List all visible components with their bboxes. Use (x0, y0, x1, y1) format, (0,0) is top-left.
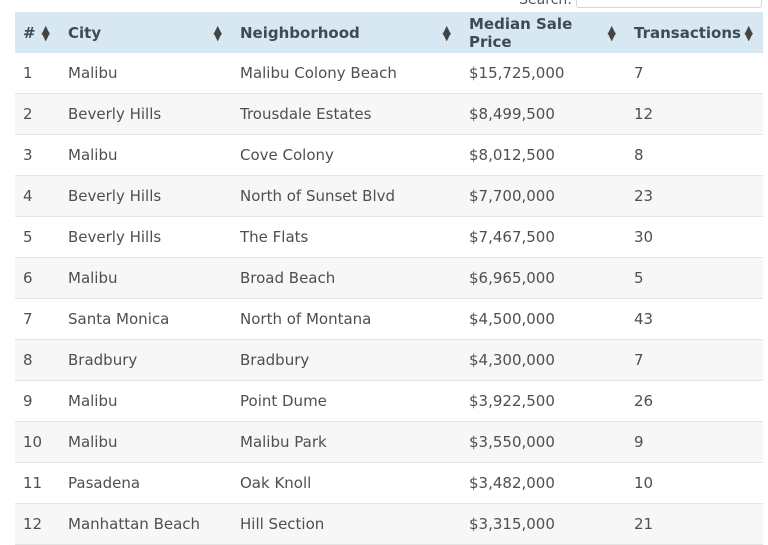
sort-icon[interactable]: ▲ ▼ (41, 22, 50, 43)
table-row: 12 Manhattan Beach Hill Section $3,315,000 2… (15, 503, 763, 545)
header-number[interactable]: # ▲ ▼ (15, 12, 60, 53)
city-cell: Malibu (68, 146, 118, 164)
transactions-cell: 26 (634, 392, 654, 410)
rank-cell: 4 (23, 187, 33, 205)
price-cell: $4,500,000 (469, 310, 555, 328)
price-cell: $3,550,000 (469, 433, 555, 451)
city-cell: Pasadena (68, 474, 141, 492)
table-row: 5 Beverly Hills The Flats $7,467,500 30 (15, 216, 763, 258)
table-row: 3 Malibu Cove Colony $8,012,500 8 (15, 134, 763, 176)
rank-cell: 9 (23, 392, 33, 410)
transactions-cell: 12 (634, 105, 654, 123)
rank-cell: 1 (23, 64, 33, 82)
neighborhood-cell: Malibu Colony Beach (240, 64, 397, 82)
search-input[interactable] (576, 0, 762, 8)
neighborhood-cell: Oak Knoll (240, 474, 312, 492)
transactions-cell: 7 (634, 64, 644, 82)
price-cell: $3,482,000 (469, 474, 555, 492)
table-header-row: # ▲ ▼ City ▲ ▼ Neighborhood ▲ ▼ Median Sale… (15, 12, 763, 53)
transactions-cell: 7 (634, 351, 644, 369)
neighborhood-cell: Cove Colony (240, 146, 334, 164)
transactions-cell: 8 (634, 146, 644, 164)
price-cell: $3,922,500 (469, 392, 555, 410)
rank-cell: 6 (23, 269, 33, 287)
table-row: 11 Pasadena Oak Knoll $3,482,000 10 (15, 462, 763, 504)
city-cell: Bradbury (68, 351, 138, 369)
neighborhood-cell: North of Sunset Blvd (240, 187, 396, 205)
table-row: 1 Malibu Malibu Colony Beach $15,725,000 7 (15, 53, 763, 94)
price-cell: $8,012,500 (469, 146, 555, 164)
price-cell: $4,300,000 (469, 351, 555, 369)
neighborhood-cell: Broad Beach (240, 269, 336, 287)
neighborhood-cell: Malibu Park (240, 433, 327, 451)
neighborhood-cell: North of Montana (240, 310, 372, 328)
header-label: # (23, 23, 36, 42)
neighborhood-cell: The Flats (240, 228, 309, 246)
rank-cell: 12 (23, 515, 43, 533)
city-cell: Malibu (68, 64, 118, 82)
rank-cell: 11 (23, 474, 43, 492)
city-cell: Malibu (68, 392, 118, 410)
price-cell: $3,315,000 (469, 515, 555, 533)
transactions-cell: 5 (634, 269, 644, 287)
rank-cell: 8 (23, 351, 33, 369)
header-transactions[interactable]: Transactions ▲ ▼ (626, 12, 763, 53)
transactions-cell: 21 (634, 515, 654, 533)
table-row: 10 Malibu Malibu Park $3,550,000 9 (15, 421, 763, 463)
city-cell: Manhattan Beach (68, 515, 201, 533)
price-cell: $8,499,500 (469, 105, 555, 123)
table-body: 1 Malibu Malibu Colony Beach $15,725,000 7 2 B… (15, 53, 763, 545)
sort-icon[interactable]: ▲ ▼ (213, 22, 222, 43)
city-cell: Beverly Hills (68, 228, 162, 246)
search-label: Search: (519, 0, 572, 8)
price-cell: $6,965,000 (469, 269, 555, 287)
price-cell: $7,467,500 (469, 228, 555, 246)
city-cell: Beverly Hills (68, 187, 162, 205)
rank-cell: 7 (23, 310, 33, 328)
rank-cell: 5 (23, 228, 33, 246)
sort-icon[interactable]: ▲ ▼ (744, 22, 753, 43)
city-cell: Malibu (68, 269, 118, 287)
transactions-cell: 23 (634, 187, 654, 205)
price-cell: $7,700,000 (469, 187, 555, 205)
city-cell: Beverly Hills (68, 105, 162, 123)
header-median-sale-price[interactable]: Median Sale Price ▲ ▼ (461, 12, 626, 53)
table-row: 4 Beverly Hills North of Sunset Blvd $7,700… (15, 175, 763, 217)
header-label: City (68, 23, 102, 42)
search-area: Search: (0, 0, 768, 12)
table-row: 2 Beverly Hills Trousdale Estates $8,499,50… (15, 93, 763, 135)
neighborhood-cell: Bradbury (240, 351, 310, 369)
table-row: 6 Malibu Broad Beach $6,965,000 5 (15, 257, 763, 299)
neighborhood-cell: Hill Section (240, 515, 325, 533)
transactions-cell: 9 (634, 433, 644, 451)
city-cell: Santa Monica (68, 310, 170, 328)
city-cell: Malibu (68, 433, 118, 451)
rank-cell: 3 (23, 146, 33, 164)
rank-cell: 2 (23, 105, 33, 123)
rank-cell: 10 (23, 433, 43, 451)
neighborhood-cell: Trousdale Estates (240, 105, 372, 123)
header-label: Neighborhood (240, 23, 360, 42)
transactions-cell: 10 (634, 474, 654, 492)
header-label: Median Sale Price (469, 14, 573, 51)
sort-icon[interactable]: ▲ ▼ (442, 22, 451, 43)
transactions-table: # ▲ ▼ City ▲ ▼ Neighborhood ▲ ▼ Median Sale… (15, 12, 763, 545)
transactions-cell: 30 (634, 228, 654, 246)
neighborhood-cell: Point Dume (240, 392, 327, 410)
header-city[interactable]: City ▲ ▼ (60, 12, 232, 53)
transactions-cell: 43 (634, 310, 654, 328)
table-row: 7 Santa Monica North of Montana $4,500,000 4… (15, 298, 763, 340)
header-label: Transactions (634, 23, 741, 42)
table-row: 9 Malibu Point Dume $3,922,500 26 (15, 380, 763, 422)
sort-icon[interactable]: ▲ ▼ (607, 22, 616, 43)
price-cell: $15,725,000 (469, 64, 565, 82)
table-row: 8 Bradbury Bradbury $4,300,000 7 (15, 339, 763, 381)
header-neighborhood[interactable]: Neighborhood ▲ ▼ (232, 12, 461, 53)
